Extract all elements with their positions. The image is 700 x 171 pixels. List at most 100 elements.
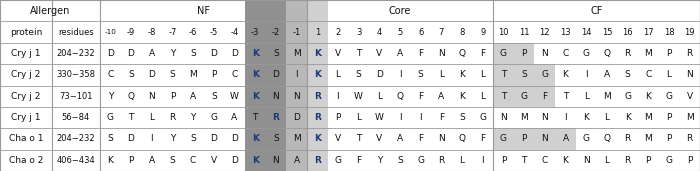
Bar	[245, 0, 265, 21]
Bar	[514, 64, 535, 86]
Text: 1: 1	[314, 28, 320, 37]
Text: -9: -9	[127, 28, 135, 37]
Text: Q: Q	[603, 134, 610, 143]
Text: Q: Q	[127, 92, 134, 101]
Text: I: I	[564, 113, 567, 122]
Bar	[307, 107, 328, 128]
Text: I: I	[585, 70, 587, 79]
Text: 17: 17	[643, 28, 654, 37]
Text: L: L	[439, 70, 444, 79]
Text: K: K	[624, 113, 631, 122]
Text: Q: Q	[603, 49, 610, 58]
Text: P: P	[500, 156, 506, 165]
Text: G: G	[335, 156, 342, 165]
Text: K: K	[314, 70, 321, 79]
Bar	[286, 64, 307, 86]
Text: 2: 2	[335, 28, 341, 37]
Text: M: M	[520, 113, 528, 122]
Text: 406−434: 406−434	[57, 156, 95, 165]
Text: K: K	[252, 92, 259, 101]
Text: K: K	[252, 156, 259, 165]
Bar	[245, 128, 265, 150]
Text: -5: -5	[210, 28, 218, 37]
Text: 204−232: 204−232	[57, 134, 95, 143]
Bar	[286, 43, 307, 64]
Text: A: A	[190, 92, 196, 101]
Text: 12: 12	[540, 28, 550, 37]
Text: D: D	[231, 134, 238, 143]
Bar	[493, 86, 514, 107]
Text: N: N	[148, 92, 155, 101]
Text: I: I	[399, 70, 401, 79]
Text: K: K	[563, 156, 568, 165]
Text: L: L	[460, 156, 465, 165]
Text: C: C	[232, 70, 237, 79]
Text: F: F	[356, 156, 361, 165]
Bar	[493, 64, 514, 86]
Text: P: P	[335, 113, 341, 122]
Text: L: L	[604, 113, 610, 122]
Text: A: A	[232, 113, 237, 122]
Bar	[307, 64, 328, 86]
Text: Allergen: Allergen	[30, 6, 70, 16]
Text: D: D	[127, 134, 134, 143]
Text: R: R	[314, 156, 321, 165]
Text: D: D	[231, 49, 238, 58]
Text: N: N	[438, 134, 444, 143]
Text: A: A	[148, 49, 155, 58]
Text: G: G	[210, 113, 217, 122]
Text: F: F	[418, 49, 424, 58]
Text: 3: 3	[356, 28, 361, 37]
Text: I: I	[399, 113, 401, 122]
Text: A: A	[604, 70, 610, 79]
Text: 4: 4	[377, 28, 382, 37]
Text: N: N	[542, 134, 548, 143]
Text: T: T	[128, 113, 134, 122]
Text: G: G	[582, 49, 589, 58]
Text: P: P	[128, 156, 134, 165]
Text: G: G	[624, 92, 631, 101]
Text: L: L	[377, 92, 382, 101]
Bar	[265, 64, 286, 86]
Text: T: T	[253, 113, 258, 122]
Text: D: D	[107, 49, 114, 58]
Text: -4: -4	[230, 28, 239, 37]
Text: K: K	[252, 49, 259, 58]
Text: F: F	[480, 49, 485, 58]
Text: R: R	[687, 134, 693, 143]
Text: T: T	[563, 92, 568, 101]
Bar	[286, 128, 307, 150]
Text: I: I	[295, 70, 298, 79]
Text: G: G	[582, 134, 589, 143]
Text: A: A	[563, 134, 568, 143]
Text: Cha o 2: Cha o 2	[9, 156, 43, 165]
Text: 73−101: 73−101	[60, 92, 92, 101]
Text: C: C	[542, 156, 548, 165]
Bar	[265, 86, 286, 107]
Text: D: D	[376, 70, 383, 79]
Text: G: G	[500, 134, 507, 143]
Text: Y: Y	[377, 156, 382, 165]
Text: 330−358: 330−358	[57, 70, 95, 79]
Text: G: G	[480, 113, 486, 122]
Bar	[307, 86, 328, 107]
Text: N: N	[583, 156, 589, 165]
Text: T: T	[500, 70, 506, 79]
Text: C: C	[562, 49, 568, 58]
Text: L: L	[149, 113, 154, 122]
Text: Q: Q	[396, 92, 403, 101]
Text: CF: CF	[590, 6, 603, 16]
Text: 8: 8	[459, 28, 465, 37]
Text: P: P	[687, 156, 692, 165]
Text: 6: 6	[418, 28, 424, 37]
Text: D: D	[272, 70, 279, 79]
Bar	[493, 43, 514, 64]
Text: S: S	[169, 70, 175, 79]
Text: P: P	[666, 49, 672, 58]
Text: P: P	[645, 156, 651, 165]
Text: S: S	[522, 70, 527, 79]
Bar	[286, 0, 307, 21]
Text: M: M	[645, 49, 652, 58]
Text: F: F	[439, 113, 444, 122]
Text: A: A	[397, 49, 403, 58]
